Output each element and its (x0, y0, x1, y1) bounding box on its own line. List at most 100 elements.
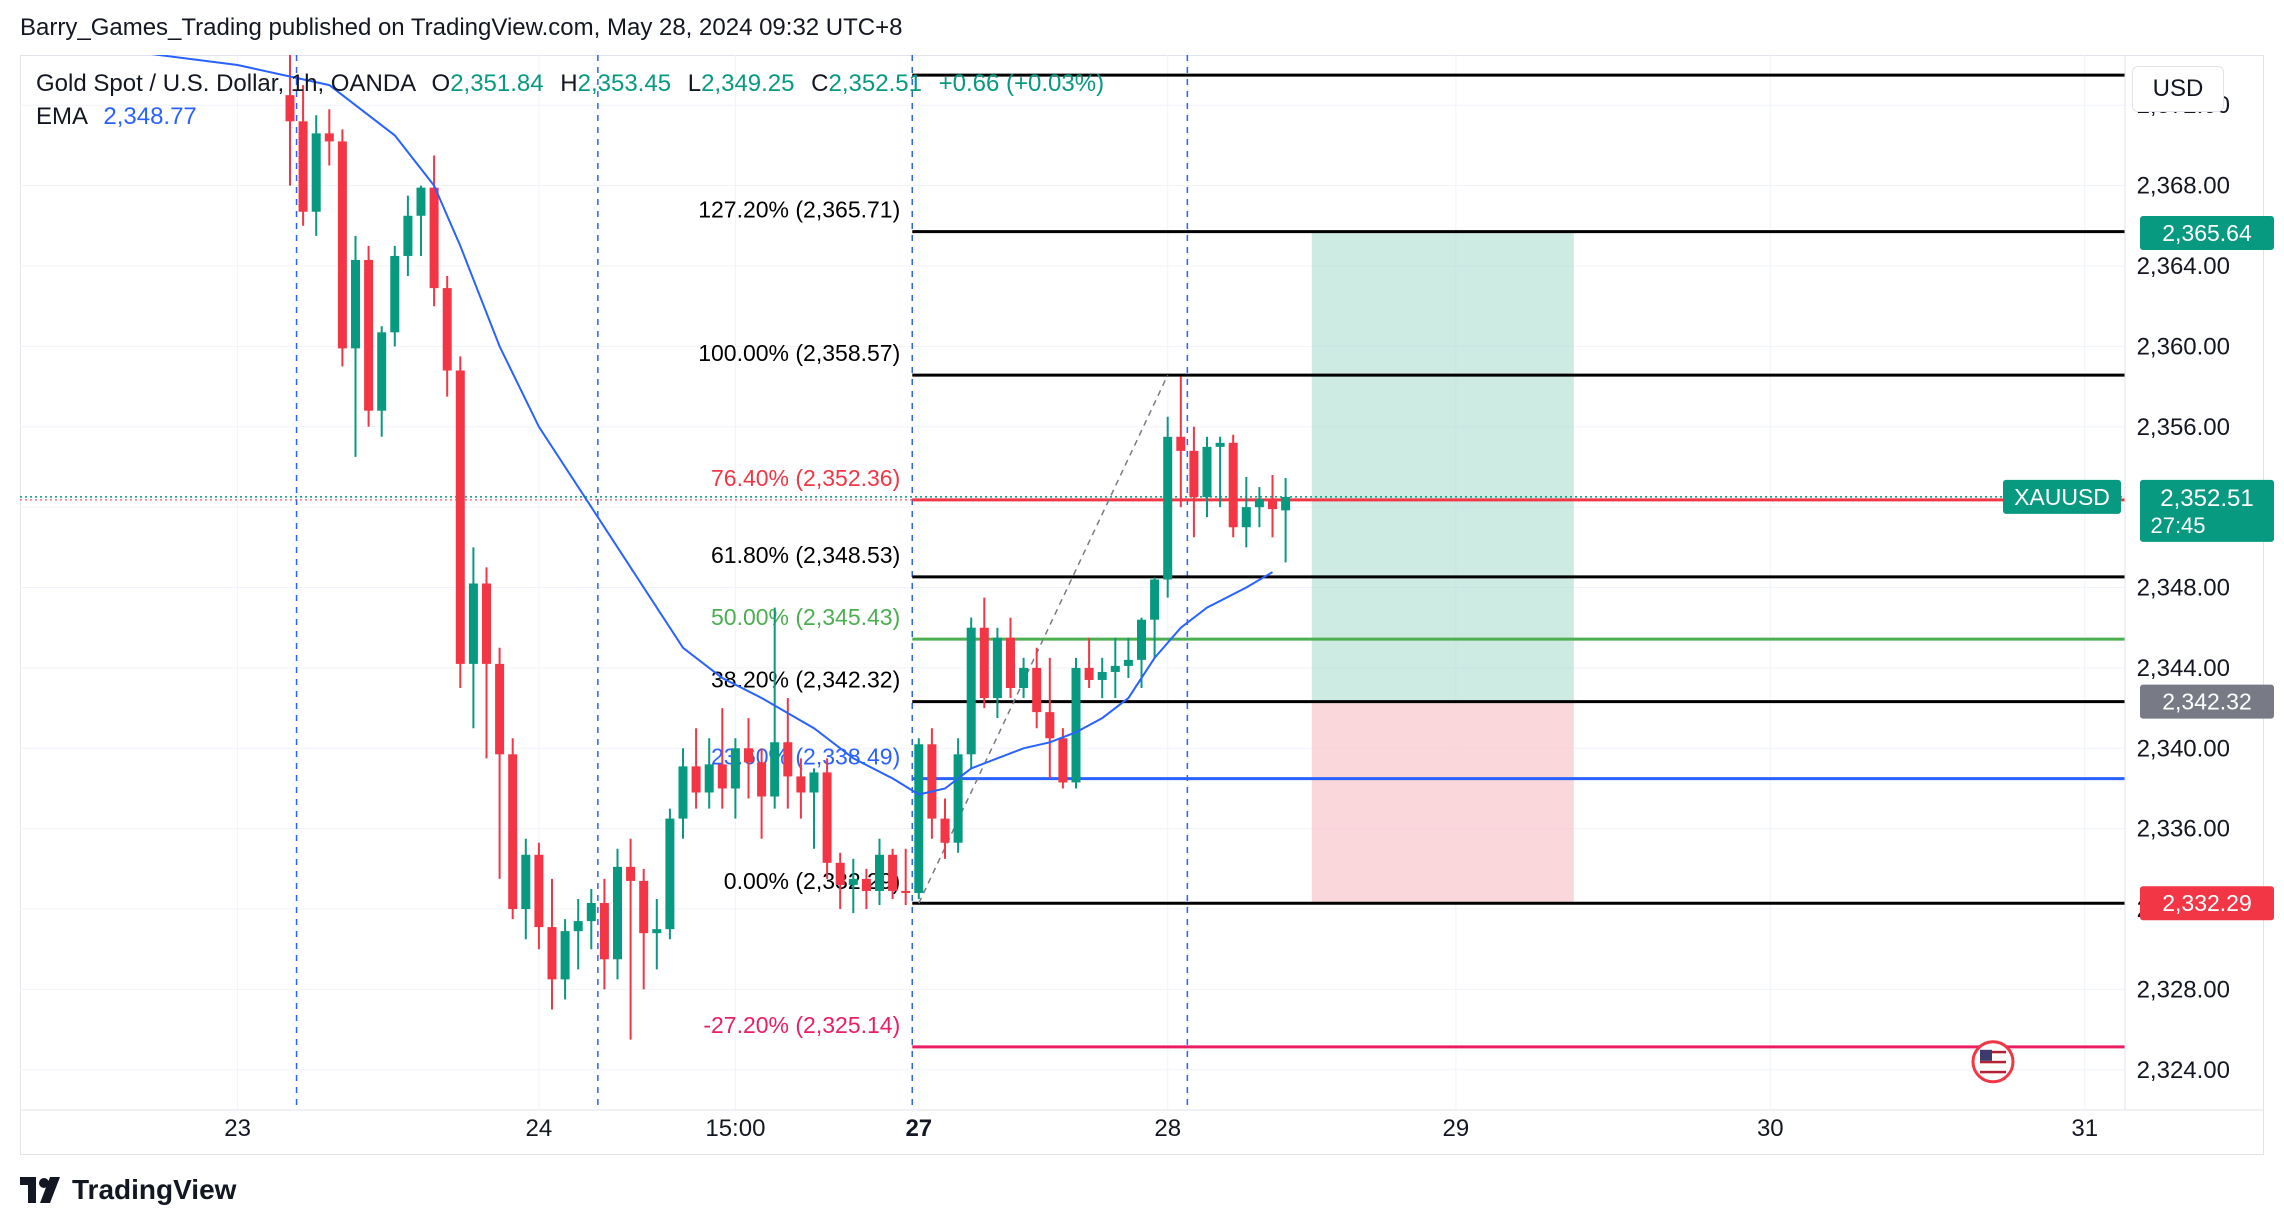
candle-body (416, 187, 426, 216)
candle-body (626, 866, 636, 881)
position-zones[interactable] (1311, 233, 1574, 904)
candle-body (888, 854, 898, 891)
legend-open-label: O (431, 70, 451, 97)
candle-body (298, 121, 308, 212)
x-tick-label: 24 (526, 1115, 553, 1142)
candle-body (573, 921, 583, 932)
candle-body (1084, 667, 1094, 680)
legend-open-value: 2,351.84 (450, 70, 544, 97)
candle-body (1071, 667, 1081, 783)
candle-body (783, 742, 793, 777)
candle-body (1032, 667, 1042, 713)
candles (285, 55, 1291, 1040)
candle-body (927, 744, 937, 819)
candle-body (1254, 499, 1264, 508)
candle-body (429, 187, 439, 289)
candle-body (1268, 499, 1277, 510)
candle-body (809, 772, 819, 793)
grid (20, 55, 2125, 1110)
fib-level-label: 100.00% (2,358.57) (698, 340, 900, 366)
y-tick-label: 2,344.00 (2137, 655, 2230, 682)
candle-body (744, 748, 753, 763)
tradingview-brand: TradingView (72, 1174, 237, 1205)
candle-body (495, 663, 505, 755)
fib-level-label: 0.00% (2,332.29) (724, 868, 900, 894)
legend-close-value: 2,352.51 (828, 70, 922, 97)
price-axis-label: 2,365.64 (2162, 220, 2252, 246)
candle-body (482, 583, 491, 664)
candle-body (390, 255, 400, 333)
x-tick-label: 23 (224, 1115, 251, 1142)
flag-stripe (1980, 1055, 2006, 1059)
legend-ema: EMA 2,348.77 (36, 103, 197, 131)
candle-body (652, 929, 662, 934)
legend-ohlc: Gold Spot / U.S. Dollar, 1h, OANDA O2,35… (36, 70, 1104, 98)
candle-body (953, 754, 963, 843)
candle-body (560, 931, 570, 980)
candle-body (324, 133, 334, 142)
candle-body (730, 748, 740, 789)
axes[interactable]: 2,324.002,328.002,332.002,336.002,340.00… (20, 55, 2264, 1142)
candle-body (901, 890, 911, 893)
candle-body (1228, 442, 1238, 528)
candle-body (534, 854, 544, 928)
candle-body (508, 754, 518, 910)
candle-body (442, 288, 452, 371)
x-tick-label: 15:00 (705, 1115, 765, 1142)
candle-body (377, 332, 387, 411)
fib-retracement[interactable]: 127.20% (2,365.71) 100.00% (2,358.57) 76.4… (20, 73, 2125, 1049)
price-axis-label-bg (2140, 886, 2274, 921)
legend-change: +0.66 (+0.03%) (938, 70, 1105, 97)
candle-body (1123, 659, 1133, 666)
candle-body (285, 95, 295, 122)
candle-body (521, 854, 531, 910)
fib-level-label: 50.00% (2,345.43) (711, 604, 900, 630)
candle-body (1019, 667, 1029, 688)
candle-body (364, 259, 374, 411)
candle-body (1202, 446, 1212, 498)
target-zone (1311, 233, 1574, 702)
currency-button[interactable]: USD (2132, 66, 2224, 112)
ema-polyline (151, 55, 1274, 796)
candle-body (1137, 619, 1146, 660)
candle-body (1189, 450, 1199, 498)
candle-body (704, 764, 714, 793)
candle-body (599, 903, 609, 960)
fib-level-label: 127.20% (2,365.71) (698, 197, 900, 223)
y-tick-label: 2,340.00 (2137, 735, 2230, 762)
price-axis-label-bg (2140, 216, 2274, 251)
candle-body (455, 370, 465, 664)
stop-zone (1311, 701, 1574, 904)
candle-body (1215, 442, 1225, 447)
candle-body (613, 866, 622, 960)
published-line: Barry_Games_Trading published on Trading… (20, 14, 903, 41)
flag-stripe (1980, 1065, 2006, 1069)
fib-level-label: 76.40% (2,352.36) (711, 465, 900, 491)
candle-body (1241, 507, 1251, 528)
flag-canton (1980, 1049, 1992, 1061)
candle-body (861, 878, 871, 891)
ema-line (151, 55, 1274, 796)
candle-body (665, 818, 675, 930)
legend-low-label: L (687, 70, 702, 97)
chart-frame[interactable] (20, 55, 2264, 1155)
legend-symbol: Gold Spot / U.S. Dollar, 1h, OANDA (36, 70, 415, 97)
candle-body (403, 215, 413, 256)
candle-body (586, 903, 596, 922)
symbol-tag-bg (2003, 479, 2121, 514)
candle-body (717, 764, 727, 789)
candle-body (940, 818, 950, 843)
y-tick-label: 2,364.00 (2137, 253, 2230, 280)
price-axis-label: 2,342.32 (2162, 689, 2252, 715)
fib-level-label: 38.20% (2,342.32) (711, 667, 900, 693)
x-tick-label: 30 (1757, 1115, 1784, 1142)
candle-body (1281, 496, 1291, 511)
candle-body (1058, 738, 1068, 783)
last-price-value: 2,352.51 (2160, 485, 2253, 512)
tradingview-logo[interactable]: TradingView (20, 1170, 236, 1210)
x-tick-label: 31 (2071, 1115, 2098, 1142)
session-dividers (295, 55, 1189, 1110)
candle-body (639, 880, 649, 934)
flag-stripe (1980, 1050, 2006, 1054)
